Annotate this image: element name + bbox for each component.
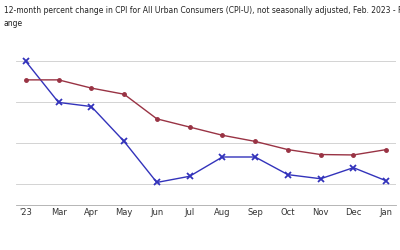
Text: ange: ange <box>4 19 23 28</box>
Text: 12-month percent change in CPI for All Urban Consumers (CPI-U), not seasonally a: 12-month percent change in CPI for All U… <box>4 6 400 15</box>
